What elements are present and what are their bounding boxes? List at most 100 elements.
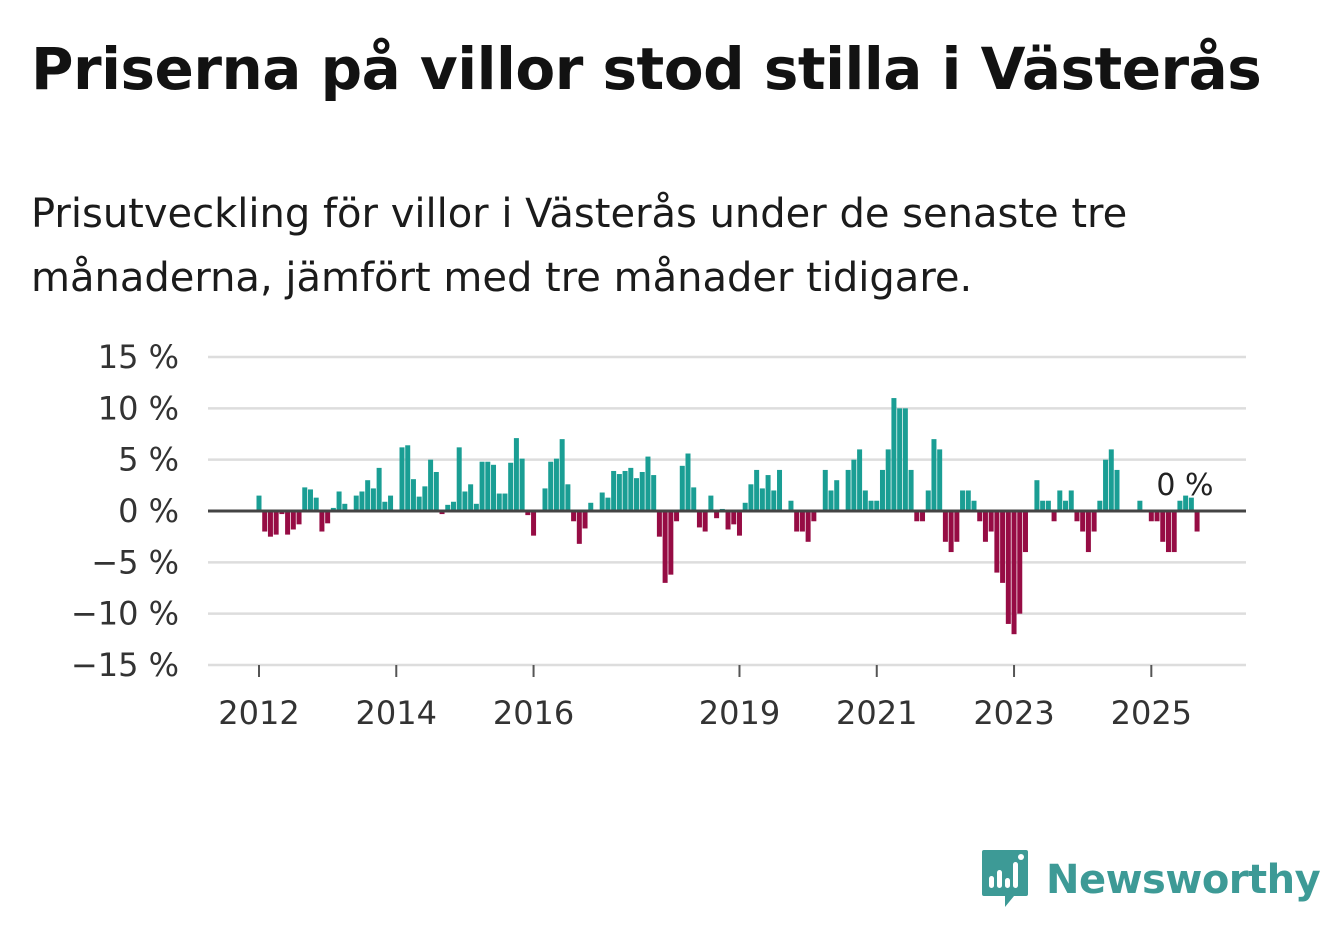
bar — [1154, 511, 1160, 522]
bar — [336, 491, 342, 511]
bar — [1068, 490, 1074, 511]
bar — [651, 475, 657, 511]
bar — [891, 398, 897, 511]
bar — [416, 496, 422, 511]
bar — [1000, 511, 1006, 583]
bar — [1085, 511, 1091, 553]
bar — [1171, 511, 1177, 553]
bar — [977, 511, 983, 522]
bar — [508, 462, 514, 511]
bar — [405, 445, 411, 511]
bar — [736, 511, 742, 536]
bar — [925, 490, 931, 511]
x-tick-label: 2025 — [1111, 694, 1192, 732]
bar — [685, 453, 691, 511]
bar — [794, 511, 800, 532]
y-tick-label: 10 % — [98, 389, 179, 427]
bar — [439, 511, 445, 515]
bar — [302, 487, 308, 511]
y-tick-label: −15 % — [71, 646, 179, 684]
bar — [828, 490, 834, 511]
y-tick-label: 15 % — [98, 338, 179, 376]
bar — [874, 500, 880, 511]
bar — [805, 511, 811, 542]
bar — [1057, 490, 1063, 511]
bar — [988, 511, 994, 532]
x-tick-label: 2016 — [493, 694, 574, 732]
bar — [1011, 511, 1017, 635]
y-tick-label: 0 % — [118, 492, 179, 530]
bar — [307, 489, 313, 511]
bar — [1005, 511, 1011, 624]
bar — [868, 500, 874, 511]
bar — [1091, 511, 1097, 532]
bar — [702, 511, 708, 532]
bar — [656, 511, 662, 537]
x-tick-label: 2021 — [836, 694, 917, 732]
annotations: 0 % — [1156, 468, 1213, 503]
bar — [696, 511, 702, 528]
bar — [834, 480, 840, 511]
bar — [788, 500, 794, 511]
bar — [1177, 500, 1183, 511]
bar — [759, 488, 765, 511]
bar — [822, 469, 828, 511]
bar — [525, 511, 531, 516]
latest-value-label: 0 % — [1156, 468, 1213, 503]
bar — [1080, 511, 1086, 532]
bar — [994, 511, 1000, 573]
bar — [456, 447, 462, 511]
bar — [582, 511, 588, 529]
bar — [485, 461, 491, 511]
bar — [942, 511, 948, 542]
bar — [691, 487, 697, 511]
bar — [1194, 511, 1200, 532]
bar — [645, 456, 651, 511]
bar — [937, 449, 943, 511]
bar — [399, 447, 405, 511]
bar — [754, 469, 760, 511]
bar — [519, 458, 525, 511]
bar — [1074, 511, 1080, 522]
bar — [542, 488, 548, 511]
gridlines — [208, 355, 1246, 667]
bar — [714, 511, 720, 519]
bar — [433, 471, 439, 511]
bar — [571, 511, 577, 522]
bar — [639, 471, 645, 511]
bar — [908, 469, 914, 511]
bar — [799, 511, 805, 532]
bar — [422, 486, 428, 511]
bar — [857, 449, 863, 511]
bar — [674, 511, 680, 522]
bar — [1188, 497, 1194, 511]
x-tick-label: 2023 — [973, 694, 1054, 732]
bar — [319, 511, 325, 532]
bar — [1017, 511, 1023, 614]
bar — [628, 467, 634, 511]
x-tick-label: 2014 — [356, 694, 437, 732]
brand-name: Newsworthy — [1046, 857, 1321, 903]
bar — [777, 469, 783, 511]
bar — [496, 493, 502, 511]
bar — [1148, 511, 1154, 522]
bar — [548, 461, 554, 511]
bar — [479, 461, 485, 511]
bar — [742, 502, 748, 511]
bar — [325, 511, 331, 524]
bar — [965, 490, 971, 511]
bar — [296, 511, 302, 525]
bar — [256, 495, 262, 511]
bar — [982, 511, 988, 542]
bar — [462, 491, 468, 511]
bar — [370, 488, 376, 511]
bar — [725, 511, 731, 530]
bar — [885, 449, 891, 511]
bar — [622, 470, 628, 511]
bar — [473, 503, 479, 511]
bar — [450, 501, 456, 511]
bar — [279, 511, 285, 515]
bar — [679, 465, 685, 511]
chart-title: Priserna på villor stod stilla i Västerå… — [31, 35, 1262, 103]
bar — [920, 511, 926, 522]
